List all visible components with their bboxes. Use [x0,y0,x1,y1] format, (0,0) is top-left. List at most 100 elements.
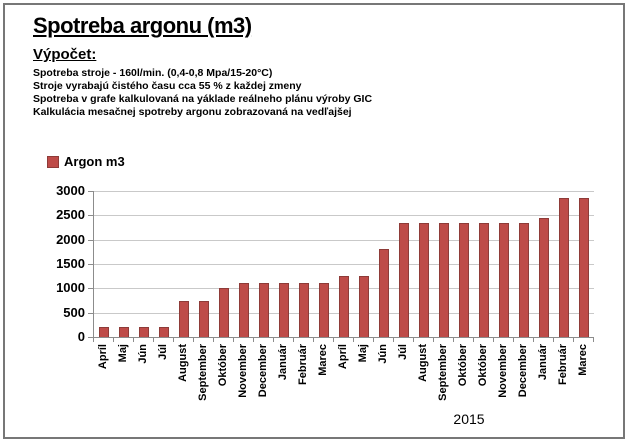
page-frame: Spotreba argonu (m3) Výpočet: Spotreba s… [3,3,625,439]
x-axis-tick-label: Júl [397,344,409,360]
x-slot: August [413,344,433,401]
x-slot: Február [293,344,313,401]
x-axis-tick-label: Október [217,344,229,387]
bar-slot [574,191,594,337]
x-axis-tick [413,338,414,342]
x-axis-tick [473,338,474,342]
x-slot: Júl [153,344,173,401]
bar-slot [114,191,134,337]
x-axis-tick [433,338,434,342]
x-axis-tick [493,338,494,342]
x-axis-tick [313,338,314,342]
bar-slot [334,191,354,337]
x-axis-tick-label: September [437,344,449,401]
x-axis-tick-label: Február [297,344,309,385]
bar-series [94,191,594,337]
bar-slot [234,191,254,337]
gridline [94,191,594,192]
legend-label: Argon m3 [64,154,125,169]
x-axis-tick-label: Január [537,344,549,381]
bar-slot [394,191,414,337]
x-axis-tick-label: September [197,344,209,401]
bar [139,327,149,337]
bar [179,301,189,337]
bar [359,276,369,337]
y-axis-labels: 0 500 1000 1500 2000 2500 3000 [39,184,85,344]
x-slot: Október [473,344,493,401]
calculation-heading: Výpočet: [33,46,97,63]
bar-slot [314,191,334,337]
bar-slot [274,191,294,337]
x-axis-tick [193,338,194,342]
x-slot: November [493,344,513,401]
x-slot: Jún [133,344,153,401]
x-axis-tick [293,338,294,342]
y-axis-tick [88,239,93,241]
x-slot: December [253,344,273,401]
x-slot: Maj [113,344,133,401]
bar [119,327,129,337]
year-axis-label: 2015 [453,411,485,427]
x-slot: August [173,344,193,401]
x-axis-tick [553,338,554,342]
x-axis-labels: Apríl Maj Jún Júl August September Október Nove… [93,344,593,401]
bar [339,276,349,337]
bar-slot [134,191,154,337]
plot-area [93,191,594,338]
y-axis-tick [88,288,93,290]
x-axis-tick-label: Október [457,344,469,387]
x-axis-tick-label: Marec [577,344,589,376]
x-axis-tick-label: December [257,344,269,398]
x-axis-tick [393,338,394,342]
bar-slot [154,191,174,337]
x-slot: Apríl [93,344,113,401]
x-axis-tick [173,338,174,342]
x-axis-tick-label: August [177,344,189,382]
y-axis-tick [88,264,93,265]
x-axis-tick-label: August [417,344,429,382]
x-slot: November [233,344,253,401]
x-axis-tick [133,338,134,342]
x-slot: Maj [353,344,373,401]
x-axis-tick-label: Marec [317,344,329,376]
x-slot: September [433,344,453,401]
info-line: Stroje vyrabajú čistého času cca 55 % z … [33,80,302,92]
x-axis-tick-label: Jún [137,344,149,364]
x-slot: Marec [313,344,333,401]
x-axis-tick [153,338,154,342]
bar-slot [494,191,514,337]
bar [499,222,509,337]
x-axis-tick [113,338,114,342]
bar-slot [534,191,554,337]
x-axis-tick-label: Apríl [97,344,109,370]
y-axis-tick-label: 3000 [56,183,85,198]
bar [559,198,569,337]
bar-slot [254,191,274,337]
info-line: Spotreba v grafe kalkulovaná na yáklade … [33,93,373,105]
x-axis-tick [213,338,214,342]
x-axis-tick [533,338,534,342]
x-slot: September [193,344,213,401]
bar [219,288,229,337]
bar [279,283,289,337]
bar [519,222,529,337]
bar-slot [554,191,574,337]
x-axis-tick [333,338,334,342]
x-axis-tick-label: Jún [377,344,389,364]
bar [199,301,209,337]
x-axis-tick [353,338,354,342]
y-axis-tick-label: 2000 [56,231,85,247]
bar-slot [214,191,234,337]
x-slot: Január [273,344,293,401]
y-axis-tick-label: 1000 [56,280,85,296]
x-slot: Jún [373,344,393,401]
x-axis-tick-label: Maj [357,344,369,363]
x-axis-tick-label: Maj [117,344,129,363]
x-axis-tick [453,338,454,342]
bar [579,198,589,337]
bar-slot [514,191,534,337]
bar [439,222,449,337]
x-slot: Apríl [333,344,353,401]
x-axis-tick [513,338,514,342]
bar [259,283,269,337]
